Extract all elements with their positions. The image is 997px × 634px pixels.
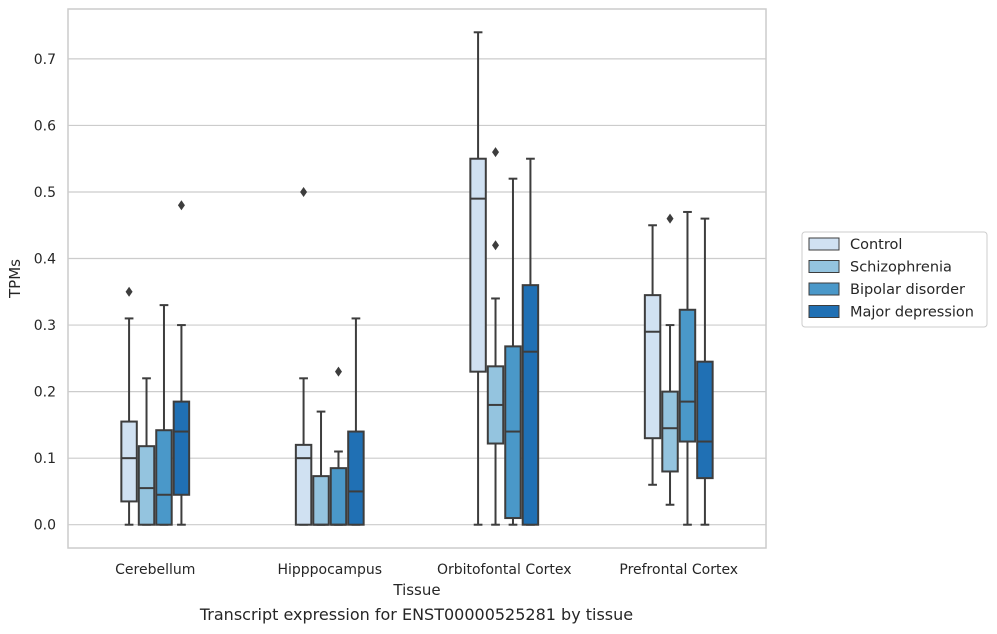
x-axis-label: Tissue: [392, 581, 440, 599]
y-tick-labels: 0.0 0.1 0.2 0.3 0.4 0.5 0.6 0.7: [34, 52, 56, 534]
legend-swatch: [808, 305, 840, 318]
iqr-box: [137, 445, 156, 526]
iqr-box: [696, 360, 714, 480]
y-tick-label: 0.5: [34, 185, 56, 201]
iqr-box: [294, 443, 313, 526]
iqr-box: [329, 467, 348, 526]
box-schizophrenia: [486, 147, 505, 526]
box-bipolar-disorder: [678, 210, 697, 526]
y-tick-label: 0.6: [34, 118, 56, 134]
y-tick-label: 0.7: [34, 52, 56, 68]
box-bipolar-disorder: [155, 304, 173, 526]
box-bipolar-disorder: [504, 177, 522, 526]
iqr-box: [643, 294, 662, 440]
y-tick-label: 0.2: [34, 385, 56, 401]
y-tick-label: 0.1: [34, 451, 56, 467]
legend-swatch: [808, 282, 840, 296]
legend-swatch: [808, 260, 840, 273]
y-axis-label: TPMs: [6, 259, 24, 299]
iqr-box: [120, 420, 138, 503]
box-major-depression: [696, 217, 714, 526]
outlier-point: [666, 213, 674, 224]
x-tick-label: Hipppocampus: [277, 562, 382, 578]
iqr-box: [172, 400, 191, 496]
y-tick-label: 0.0: [34, 518, 56, 534]
outlier-point: [125, 286, 133, 297]
legend-label: Schizophrenia: [850, 260, 952, 276]
x-tick-label: Orbitofontal Cortex: [437, 562, 572, 578]
iqr-box: [661, 390, 679, 473]
legend: Control Schizophrenia Bipolar disorder Majo…: [801, 231, 988, 328]
box-schizophrenia: [137, 377, 156, 526]
box-major-depression: [347, 317, 365, 526]
box-major-depression: [172, 200, 191, 526]
box-control: [120, 286, 138, 526]
figure-caption: Transcript expression for ENST0000052528…: [199, 605, 634, 624]
outlier-point: [177, 200, 185, 211]
x-tick-labels: Cerebellum Hipppocampus Orbitofontal Corte…: [115, 562, 738, 578]
box-series: [120, 31, 714, 526]
outlier-point: [334, 366, 342, 377]
iqr-box: [312, 475, 330, 526]
outlier-point: [492, 147, 500, 158]
iqr-box: [678, 308, 697, 443]
y-tick-label: 0.4: [34, 252, 56, 268]
legend-swatch: [808, 237, 840, 251]
outlier-point: [300, 186, 308, 197]
box-control: [469, 31, 487, 526]
outlier-point: [492, 240, 500, 251]
legend-label: Control: [850, 237, 902, 253]
box-bipolar-disorder: [329, 366, 348, 526]
y-tick-label: 0.3: [34, 318, 56, 334]
box-major-depression: [521, 157, 540, 526]
iqr-box: [521, 284, 540, 526]
box-schizophrenia: [312, 410, 330, 526]
box-control: [643, 224, 662, 486]
x-tick-label: Cerebellum: [115, 562, 195, 578]
x-tick-label: Prefrontal Cortex: [619, 562, 738, 578]
legend-frame: [801, 231, 988, 328]
box-control: [294, 186, 313, 526]
legend-label: Major depression: [850, 305, 974, 321]
iqr-box: [155, 429, 173, 526]
plot-frame: [67, 8, 767, 549]
iqr-box: [469, 157, 487, 373]
box-schizophrenia: [661, 213, 679, 506]
legend-label: Bipolar disorder: [850, 282, 965, 298]
iqr-box: [347, 430, 365, 526]
